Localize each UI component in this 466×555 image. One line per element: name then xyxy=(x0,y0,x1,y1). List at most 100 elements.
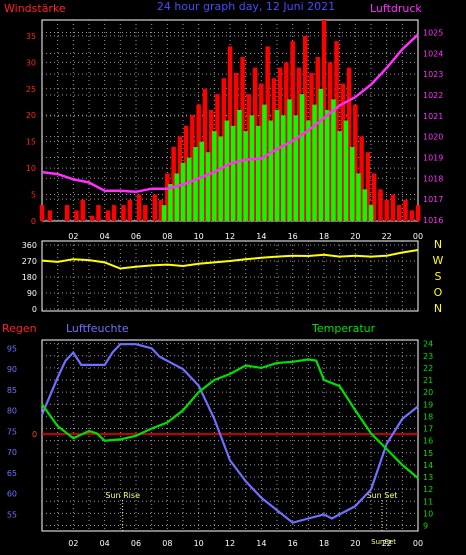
wind-axis-label: Windstärke xyxy=(4,2,66,15)
wind-x-tick-label: 10 xyxy=(194,232,204,241)
wind-gust-bar xyxy=(303,35,308,222)
wind-gust-bar xyxy=(334,41,339,222)
pressure-series xyxy=(41,33,419,194)
temperature-x-tick-label: 08 xyxy=(162,539,172,548)
humidity-tick-label: 95 xyxy=(7,344,17,353)
wind-gust-bar xyxy=(177,136,183,221)
temperature-x-tick-label: 04 xyxy=(100,539,110,548)
temperature-tick-label: 21 xyxy=(423,376,433,385)
wind-average-bar xyxy=(299,94,305,221)
temperature-tick-label: 17 xyxy=(423,425,433,434)
wind-gust-bar xyxy=(105,210,111,221)
direction-tick-label: 180 xyxy=(22,273,37,282)
wind-gust-bar xyxy=(158,199,164,221)
wind-average-bar xyxy=(199,141,204,221)
pressure-tick-label: 1020 xyxy=(423,133,443,142)
wind-gust-bar xyxy=(96,205,101,221)
wind-gust-bar xyxy=(47,210,53,221)
wind-gust-bar xyxy=(127,199,132,221)
temperature-x-tick-label: 18 xyxy=(319,539,329,548)
wind-gust-bar xyxy=(390,194,396,221)
wind-gust-bar xyxy=(227,46,233,222)
wind-x-tick-label: 00 xyxy=(413,232,423,241)
rain-axis-label: Regen xyxy=(2,322,37,335)
wind-average-bar xyxy=(337,131,342,221)
pressure-tick-label: 1019 xyxy=(423,153,443,162)
wind-gust-bar xyxy=(346,67,352,221)
wind-x-ticks: 02 04 06 08 10 12 14 16 18 20 22 00 xyxy=(68,232,423,241)
temperature-tick-label: 10 xyxy=(423,509,433,518)
humidity-line xyxy=(40,343,419,524)
humidity-tick-label: 75 xyxy=(7,427,17,436)
wind-x-tick-label: 12 xyxy=(225,232,235,241)
direction-series xyxy=(41,249,419,270)
rain-tick-label: 0 xyxy=(32,430,37,439)
pressure-tick-label: 1018 xyxy=(423,174,443,183)
direction-tick-label: 90 xyxy=(27,289,37,298)
wind-gust-bar xyxy=(296,67,302,221)
direction-y-ticks: 0 90 180 270 360 xyxy=(22,241,37,314)
wind-average-bar xyxy=(249,115,255,221)
humidity-series xyxy=(40,343,419,524)
wind-gust-bar xyxy=(252,67,258,221)
wind-average-bar xyxy=(287,99,292,221)
wind-gust-bar xyxy=(259,83,264,221)
wind-average-bar xyxy=(237,109,242,221)
temperature-x-tick-label: 10 xyxy=(194,539,204,548)
wind-gust-bar xyxy=(384,199,389,221)
sun-marker-label: SunSet xyxy=(371,538,396,546)
compass-label: O xyxy=(434,286,443,299)
temperature-tick-label: 20 xyxy=(423,388,433,397)
wind-gust-bar xyxy=(221,78,226,221)
pressure-tick-label: 1025 xyxy=(423,28,443,37)
wind-average-bar xyxy=(356,173,361,221)
wind-average-bar xyxy=(350,146,355,221)
compass-label: W xyxy=(433,254,444,267)
temperature-line xyxy=(41,358,419,480)
wind-average-bar xyxy=(230,125,236,221)
wind-x-tick-label: 22 xyxy=(382,232,392,241)
wind-gust-bar xyxy=(143,205,148,221)
wind-average-bar xyxy=(312,104,317,221)
pressure-axis-label: Luftdruck xyxy=(370,2,422,15)
humidity-tick-label: 70 xyxy=(7,448,17,457)
wind-average-bar xyxy=(256,125,261,221)
wind-average-bar xyxy=(274,109,280,221)
wind-gust-bar xyxy=(409,210,414,221)
wind-x-tick-label: 08 xyxy=(162,232,172,241)
wind-gust-bar xyxy=(284,62,289,221)
wind-gust-bar xyxy=(234,72,239,222)
wind-gust-bar xyxy=(209,109,214,221)
wind-gust-bar xyxy=(328,62,333,221)
pressure-y-ticks: 1016 1017 1018 1019 1020 1021 1022 1023 1024 1025 xyxy=(423,28,443,224)
wind-tick-label: 15 xyxy=(26,138,36,147)
wind-tick-label: 30 xyxy=(26,58,36,67)
wind-gust-bar xyxy=(215,94,220,221)
wind-average-bar xyxy=(362,189,367,221)
wind-average-bar xyxy=(187,157,192,221)
wind-average-bar xyxy=(262,104,267,221)
wind-y-ticks: 0 5 10 15 20 25 30 35 xyxy=(26,32,36,226)
temperature-tick-label: 16 xyxy=(423,437,433,446)
wind-x-tick-label: 18 xyxy=(319,232,329,241)
wind-gust-bar xyxy=(240,57,245,221)
wind-x-tick-label: 04 xyxy=(100,232,110,241)
sun-marker-label: Sun Set xyxy=(367,491,398,500)
humidity-tick-label: 60 xyxy=(7,490,17,499)
direction-tick-label: 0 xyxy=(32,305,37,314)
temperature-tick-label: 23 xyxy=(423,352,433,361)
wind-average-bar xyxy=(324,109,330,221)
temperature-grid xyxy=(42,340,418,531)
temperature-tick-label: 14 xyxy=(423,461,433,470)
wind-gust-bar xyxy=(365,152,371,221)
temperature-tick-label: 11 xyxy=(423,497,433,506)
temperature-x-tick-label: 06 xyxy=(131,539,141,548)
humidity-tick-label: 80 xyxy=(7,407,17,416)
wind-x-tick-label: 16 xyxy=(288,232,298,241)
wind-gust-bar xyxy=(246,94,251,221)
wind-gust-bar xyxy=(74,210,79,221)
